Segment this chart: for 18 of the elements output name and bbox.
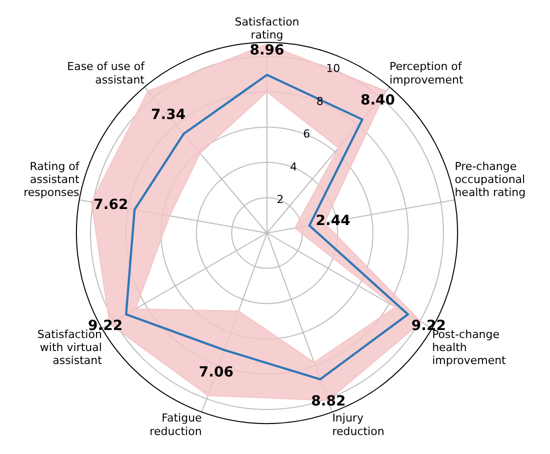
y-tick-label: 2 xyxy=(276,193,284,206)
data-label: 7.62 xyxy=(94,197,128,214)
spoke-label: Perception of improvement xyxy=(390,60,464,86)
data-label: 2.44 xyxy=(316,212,351,229)
spoke-label: Pre-change occupational health rating xyxy=(454,160,526,200)
y-tick-label: 10 xyxy=(326,62,340,76)
y-tick-label: 4 xyxy=(290,160,297,174)
spoke-label: Rating of assistant responses xyxy=(24,160,80,200)
spoke-label: Injury reduction xyxy=(332,412,384,438)
data-label: 8.96 xyxy=(250,42,284,59)
data-label: 7.06 xyxy=(198,364,234,380)
y-tick-label: 6 xyxy=(303,128,310,141)
data-label: 8.82 xyxy=(311,393,346,410)
spoke-label: Ease of use of assistant xyxy=(67,60,146,86)
data-label: 7.34 xyxy=(151,107,186,124)
spoke-label: Fatigue reduction xyxy=(150,412,202,438)
spoke-label: Satisfaction rating xyxy=(234,15,300,42)
data-label: 8.40 xyxy=(360,92,396,109)
